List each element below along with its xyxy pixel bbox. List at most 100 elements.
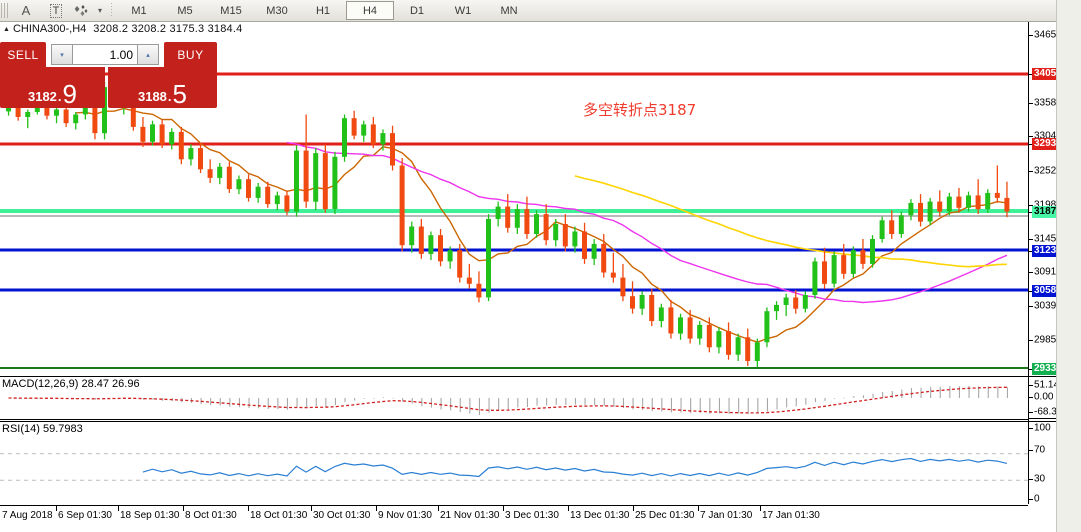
candle-body — [476, 283, 482, 298]
candlestick — [716, 327, 722, 354]
hline-current-price-3187 — [0, 209, 1028, 213]
timeframe-m30[interactable]: M30 — [266, 4, 288, 17]
price-tick — [1029, 499, 1033, 500]
candlestick — [678, 313, 683, 340]
candle-body — [198, 148, 203, 170]
macd-histogram-bar — [27, 398, 29, 399]
price-tick — [1029, 450, 1033, 451]
macd-histogram-bar — [498, 398, 500, 411]
candlestick — [985, 189, 991, 213]
timeframe-m5[interactable]: M5 — [177, 4, 193, 17]
macd-histogram-bar — [786, 398, 788, 408]
macd-histogram-bar — [162, 398, 164, 401]
timeframe-mn[interactable]: MN — [500, 4, 518, 17]
timeframe-h4[interactable]: H4 — [346, 1, 394, 20]
volume-input[interactable]: 1.00 — [73, 44, 137, 65]
macd-histogram-bar — [536, 398, 538, 406]
price-tick — [1029, 306, 1033, 307]
macd-histogram-bar — [382, 397, 384, 398]
scale-separator — [1029, 421, 1057, 422]
candle-body — [889, 220, 895, 234]
candle-body — [438, 235, 443, 262]
timeframe-h1[interactable]: H1 — [315, 4, 331, 17]
macd-histogram-bar — [738, 398, 740, 414]
timeframe-m1[interactable]: M1 — [131, 4, 147, 17]
one-click-trading-panel[interactable]: SELL ▾ 1.00 ▴ BUY 3182 . 9 3188 . 5 — [0, 42, 217, 108]
volume-increase-button[interactable]: ▴ — [137, 44, 159, 65]
candle-body — [630, 296, 635, 309]
candle-body — [812, 261, 818, 295]
macd-histogram-bar — [267, 398, 269, 409]
toolbar-separator — [111, 3, 112, 18]
candlestick — [188, 144, 194, 166]
timeframe-w1[interactable]: W1 — [454, 4, 472, 17]
candlestick — [54, 107, 59, 124]
toolbar-grip[interactable] — [1, 3, 9, 18]
candle-body — [380, 133, 386, 145]
sell-price-display[interactable]: 3182 . 9 — [0, 67, 105, 108]
candle-body — [764, 311, 770, 343]
candlestick — [610, 252, 616, 283]
macd-histogram-bar — [219, 398, 221, 406]
candle-body — [370, 124, 376, 145]
time-label: 6 Sep 01:30 — [58, 510, 112, 521]
macd-histogram-bar — [450, 398, 452, 411]
hline-resistance-3293 — [0, 142, 1028, 146]
candle-body — [255, 186, 261, 198]
volume-decrease-button[interactable]: ▾ — [51, 44, 73, 65]
candlestick — [966, 191, 971, 212]
text-box-icon[interactable]: T — [41, 1, 71, 21]
sell-button[interactable]: SELL — [0, 42, 46, 67]
rsi-indicator-pane[interactable]: RSI(14) 59.7983 — [0, 421, 1028, 505]
candlestick — [687, 309, 693, 344]
objects-dropdown-icon[interactable]: ▾ — [97, 6, 102, 15]
candle-body — [841, 255, 847, 274]
buy-price-display[interactable]: 3188 . 5 — [108, 67, 217, 108]
hline-bottom-2933 — [0, 367, 1028, 369]
candlestick — [630, 281, 635, 314]
candle-body — [418, 226, 424, 254]
price-tick — [1029, 205, 1033, 206]
candle-body — [937, 201, 943, 212]
candle-body — [63, 109, 69, 124]
buy-price-separator: . — [167, 89, 172, 104]
text-label-icon[interactable]: A — [21, 3, 31, 18]
timeframe-d1[interactable]: D1 — [409, 4, 425, 17]
macd-histogram-bar — [622, 398, 624, 408]
macd-histogram-bar — [277, 398, 279, 410]
macd-histogram-bar — [670, 398, 672, 413]
time-scale[interactable]: 7 Aug 2018 6 Sep 01:30 18 Sep 01:30 8 Oct 0… — [0, 505, 1028, 532]
candle-body — [466, 277, 472, 284]
macd-histogram-bar — [872, 393, 874, 398]
timeframe-m15[interactable]: M15 — [220, 4, 242, 17]
candle-body — [73, 114, 79, 124]
macd-histogram-bar — [430, 398, 432, 408]
time-tick — [118, 506, 119, 511]
candlestick — [620, 263, 626, 302]
objects-icon[interactable] — [71, 1, 93, 21]
price-scale[interactable]: 3465.0 3405.0 3358.5 3304.5 3293.0 3252.0 3198… — [1028, 22, 1067, 505]
candlestick — [236, 175, 242, 195]
candlestick — [582, 222, 587, 264]
candlestick — [495, 201, 501, 227]
buy-button[interactable]: BUY — [164, 42, 217, 67]
candlestick — [658, 303, 664, 328]
chart-collapse-arrow[interactable]: ▲ — [3, 25, 10, 33]
volume-stepper[interactable]: ▾ 1.00 ▴ — [51, 44, 159, 65]
candlestick — [994, 165, 1000, 203]
candlestick — [399, 158, 405, 252]
macd-histogram-bar — [1006, 387, 1008, 398]
sell-price-fraction: 9 — [62, 78, 77, 109]
candle-body — [706, 324, 712, 348]
candlestick — [927, 197, 933, 226]
candlestick — [255, 182, 261, 203]
candlestick — [159, 119, 165, 148]
candle-body — [303, 150, 309, 202]
candlestick — [226, 161, 232, 193]
price-tick — [1029, 74, 1033, 75]
chart-symbol-label: CHINA300-,H4 — [12, 23, 87, 35]
macd-histogram-bar — [526, 398, 528, 407]
price-tick — [1029, 272, 1033, 273]
macd-indicator-pane[interactable]: MACD(12,26,9) 28.47 26.96 — [0, 376, 1028, 420]
macd-histogram-bar — [469, 398, 471, 414]
